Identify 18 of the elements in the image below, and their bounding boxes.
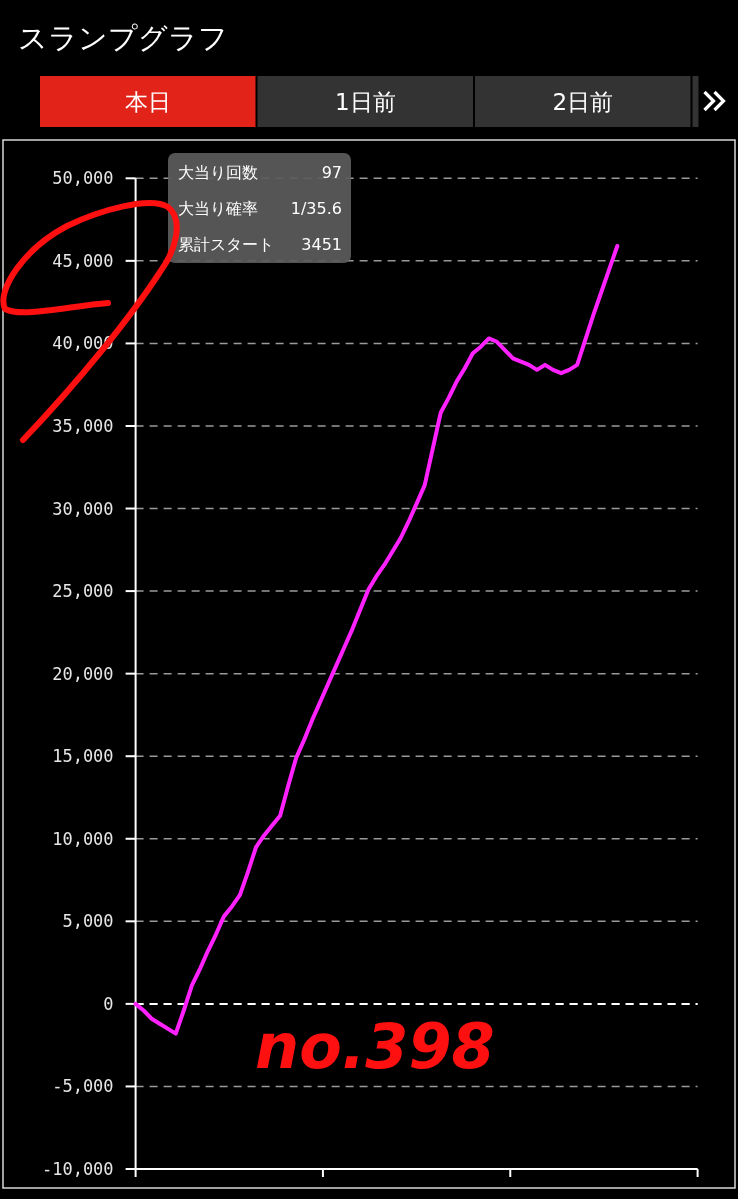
y-tick-label: 10,000 (52, 828, 114, 849)
y-tick-label: 0 (103, 993, 114, 1014)
y-tick-label: 5,000 (62, 911, 114, 932)
tab: 本日 (40, 76, 256, 127)
note: no.398 (255, 1010, 495, 1083)
y-tick-label: -5,000 (52, 1076, 114, 1097)
title: スランプグラフ (18, 21, 228, 55)
y-tick-label: 30,000 (52, 498, 114, 519)
y-tick-label: 25,000 (52, 581, 114, 602)
y-tick-label: 35,000 (52, 415, 114, 436)
tooltip: 大当り回数 97 大当り確率 1/35.6 累計スタート 3451 (168, 153, 351, 263)
y-tick-label: -10,000 (41, 1159, 114, 1179)
tab: 2日前 (475, 76, 691, 127)
y-tick-label: 45,000 (52, 250, 114, 271)
y-tick-label: 50,000 (52, 168, 114, 189)
tab: 1日前 (257, 76, 473, 127)
y-tick-label: 20,000 (52, 663, 114, 684)
y-tick-label: 15,000 (52, 746, 114, 767)
